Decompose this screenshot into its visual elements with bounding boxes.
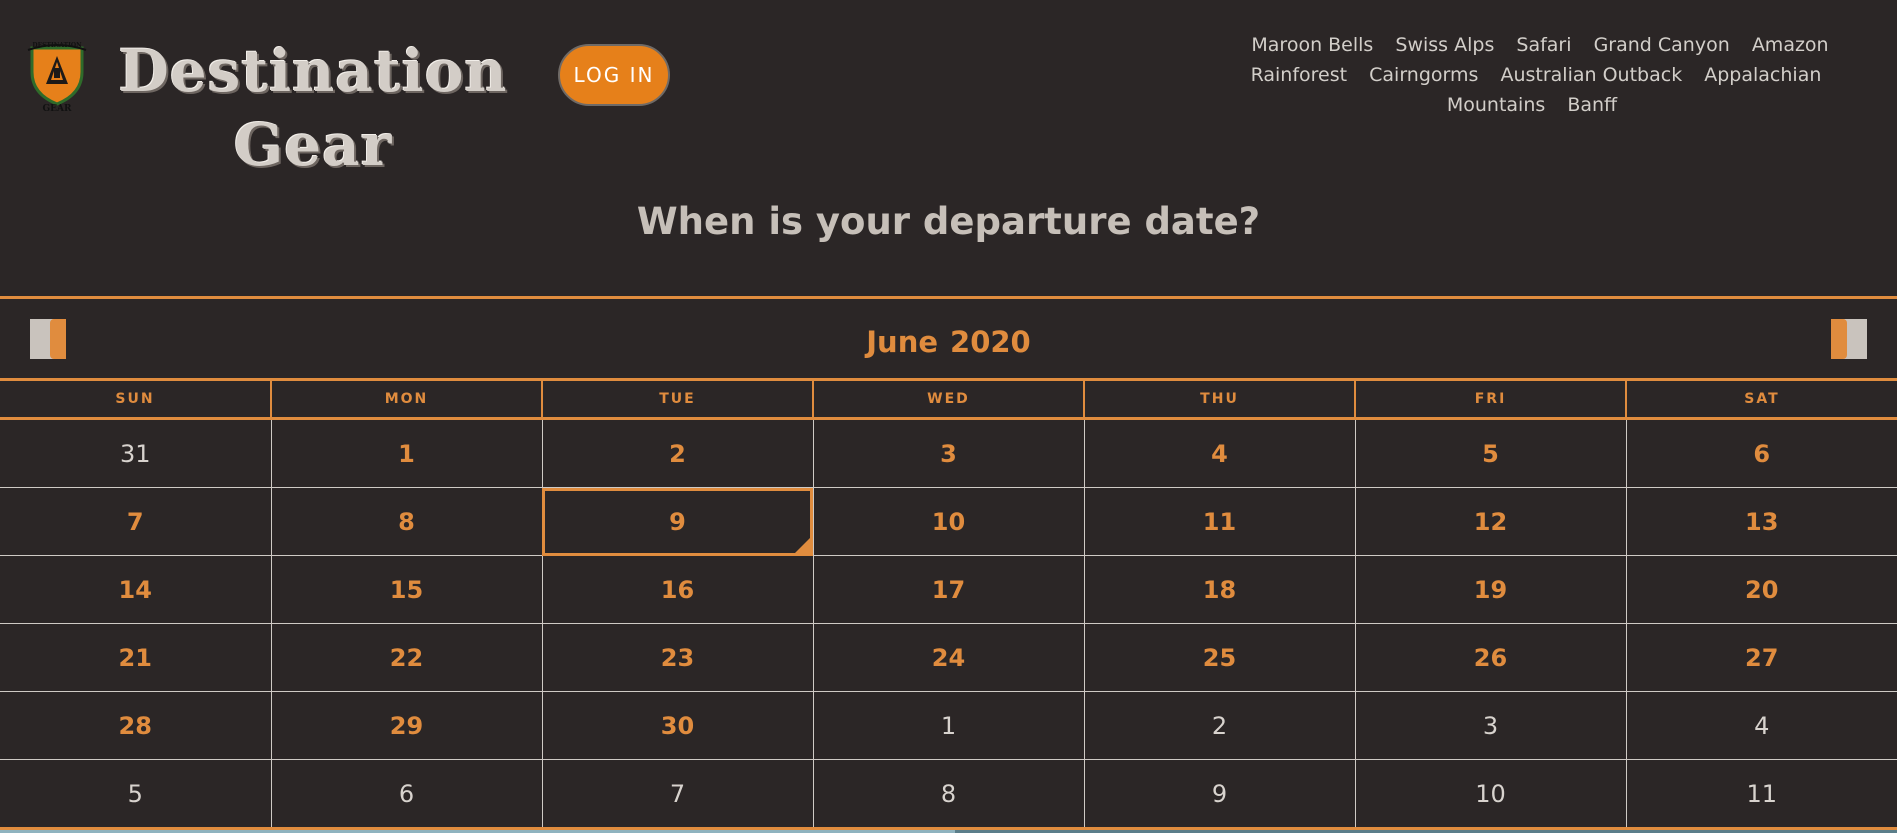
- calendar-days: 31 1 2 3 4 5 6 7 8 9 10 11 12 13 14 15 16 17 18 19 20 21 22 23 2…: [0, 418, 1897, 827]
- calendar-day[interactable]: 16: [541, 555, 814, 624]
- weekday-header-row: SUN MON TUE WED THU FRI SAT: [0, 378, 1897, 420]
- nav-link-australian-outback[interactable]: Australian Outback: [1500, 64, 1683, 86]
- calendar-day[interactable]: 13: [1625, 487, 1897, 556]
- calendar-day[interactable]: 14: [0, 555, 272, 624]
- calendar-day-selected[interactable]: 9: [541, 487, 814, 556]
- calendar-day[interactable]: 19: [1354, 555, 1627, 624]
- weekday-mon: MON: [270, 378, 543, 420]
- calendar-day[interactable]: 30: [541, 691, 814, 760]
- destination-gear-logo[interactable]: DESTINATION GEAR: [24, 38, 90, 114]
- calendar-day-other-month[interactable]: 4: [1625, 691, 1897, 760]
- calendar-day[interactable]: 3: [812, 418, 1085, 488]
- nav-link-grand-canyon[interactable]: Grand Canyon: [1593, 34, 1730, 56]
- calendar-header: June 2020: [0, 299, 1897, 381]
- calendar-day[interactable]: 11: [1083, 487, 1356, 556]
- calendar-day-other-month[interactable]: 6: [270, 759, 543, 827]
- calendar-year: 2020: [950, 325, 1031, 359]
- nav-link-amazon-rainforest[interactable]: Amazon Rainforest: [1250, 34, 1829, 86]
- calendar-day[interactable]: 7: [0, 487, 272, 556]
- calendar-day[interactable]: 29: [270, 691, 543, 760]
- calendar-week-row: 28 29 30 1 2 3 4: [0, 691, 1897, 760]
- calendar-day[interactable]: 2: [541, 418, 814, 488]
- calendar-day-other-month[interactable]: 5: [0, 759, 272, 827]
- nav-link-safari[interactable]: Safari: [1516, 34, 1572, 56]
- calendar-day[interactable]: 8: [270, 487, 543, 556]
- date-picker-calendar: June 2020 SUN MON TUE WED THU FRI SAT 31 1…: [0, 296, 1897, 830]
- calendar-day[interactable]: 12: [1354, 487, 1627, 556]
- calendar-day-other-month[interactable]: 31: [0, 418, 272, 488]
- site-title[interactable]: Destination Gear: [118, 34, 508, 182]
- calendar-week-row: 14 15 16 17 18 19 20: [0, 555, 1897, 624]
- nav-link-appalachian-mountains[interactable]: Appalachian Mountains: [1446, 64, 1822, 116]
- calendar-day[interactable]: 23: [541, 623, 814, 692]
- calendar-day[interactable]: 21: [0, 623, 272, 692]
- scrollbar-thumb[interactable]: [0, 830, 955, 833]
- calendar-day[interactable]: 24: [812, 623, 1085, 692]
- calendar-day-other-month[interactable]: 7: [541, 759, 814, 827]
- nav-link-swiss-alps[interactable]: Swiss Alps: [1395, 34, 1495, 56]
- weekday-sun: SUN: [0, 378, 272, 420]
- chevron-right-icon: [1831, 319, 1847, 359]
- weekday-thu: THU: [1083, 378, 1356, 420]
- calendar-week-row: 5 6 7 8 9 10 11: [0, 759, 1897, 827]
- calendar-day-other-month[interactable]: 3: [1354, 691, 1627, 760]
- weekday-fri: FRI: [1354, 378, 1627, 420]
- calendar-day[interactable]: 4: [1083, 418, 1356, 488]
- weekday-tue: TUE: [541, 378, 814, 420]
- calendar-grid: SUN MON TUE WED THU FRI SAT 31 1 2 3 4 5 6 7 8 9 1…: [0, 378, 1897, 827]
- horizontal-scrollbar[interactable]: [0, 830, 1897, 833]
- calendar-day[interactable]: 25: [1083, 623, 1356, 692]
- site-header: DESTINATION GEAR Destination Gear LOG IN…: [0, 0, 1897, 190]
- next-month-button[interactable]: [1831, 319, 1867, 359]
- calendar-day-other-month[interactable]: 2: [1083, 691, 1356, 760]
- calendar-day[interactable]: 18: [1083, 555, 1356, 624]
- calendar-day[interactable]: 5: [1354, 418, 1627, 488]
- calendar-day-other-month[interactable]: 1: [812, 691, 1085, 760]
- calendar-day[interactable]: 10: [812, 487, 1085, 556]
- calendar-month-title: June 2020: [0, 325, 1897, 359]
- chevron-left-icon: [50, 319, 66, 359]
- nav-link-maroon-bells[interactable]: Maroon Bells: [1251, 34, 1374, 56]
- destination-nav: Maroon Bells Swiss Alps Safari Grand Can…: [1236, 30, 1836, 120]
- departure-question-heading: When is your departure date?: [636, 200, 1261, 243]
- calendar-day[interactable]: 27: [1625, 623, 1897, 692]
- calendar-day[interactable]: 22: [270, 623, 543, 692]
- previous-month-button[interactable]: [30, 319, 66, 359]
- nav-link-banff[interactable]: Banff: [1567, 94, 1618, 116]
- weekday-wed: WED: [812, 378, 1085, 420]
- calendar-day[interactable]: 20: [1625, 555, 1897, 624]
- calendar-day-other-month[interactable]: 9: [1083, 759, 1356, 827]
- calendar-week-row: 7 8 9 10 11 12 13: [0, 487, 1897, 556]
- svg-text:GEAR: GEAR: [42, 104, 72, 112]
- login-button[interactable]: LOG IN: [558, 44, 670, 106]
- nav-link-cairngorms[interactable]: Cairngorms: [1369, 64, 1479, 86]
- site-title-line-2: Gear: [233, 111, 393, 179]
- calendar-day-other-month[interactable]: 11: [1625, 759, 1897, 827]
- calendar-day-other-month[interactable]: 8: [812, 759, 1085, 827]
- calendar-day[interactable]: 6: [1625, 418, 1897, 488]
- site-title-line-1: Destination: [118, 37, 508, 105]
- selected-corner-marker: [794, 537, 811, 553]
- calendar-week-row: 21 22 23 24 25 26 27: [0, 623, 1897, 692]
- calendar-day[interactable]: 15: [270, 555, 543, 624]
- calendar-week-row: 31 1 2 3 4 5 6: [0, 418, 1897, 488]
- calendar-day[interactable]: 28: [0, 691, 272, 760]
- calendar-day[interactable]: 17: [812, 555, 1085, 624]
- calendar-day-other-month[interactable]: 10: [1354, 759, 1627, 827]
- calendar-day[interactable]: 1: [270, 418, 543, 488]
- calendar-month: June: [866, 325, 939, 359]
- calendar-day[interactable]: 26: [1354, 623, 1627, 692]
- svg-text:DESTINATION: DESTINATION: [32, 42, 82, 49]
- weekday-sat: SAT: [1625, 378, 1897, 420]
